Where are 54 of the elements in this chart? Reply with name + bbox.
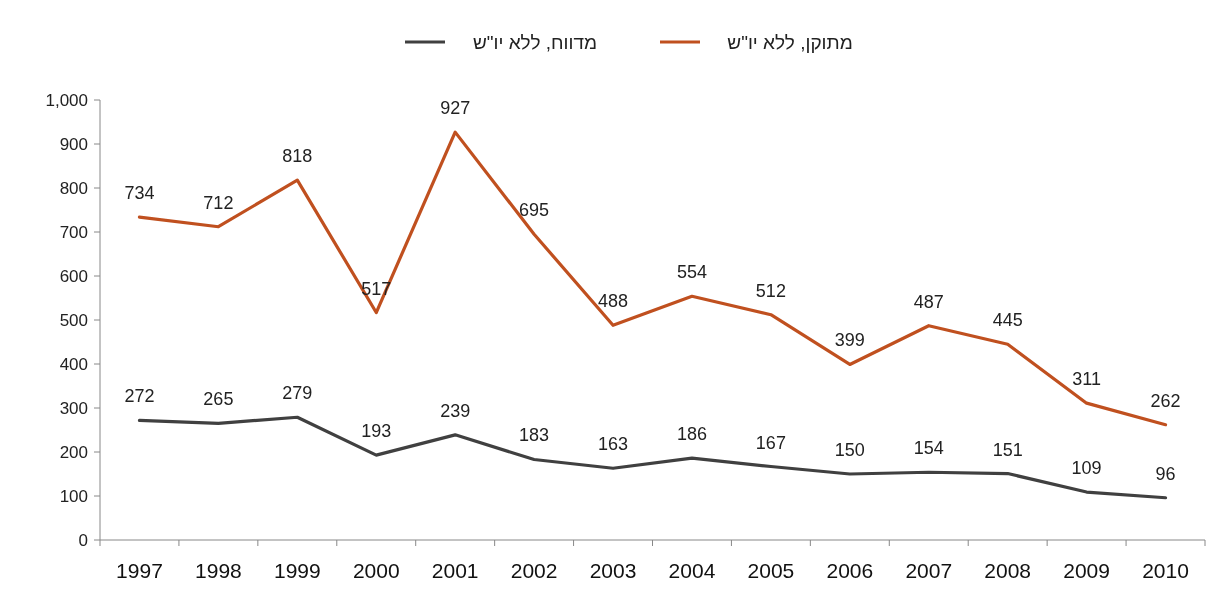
- y-tick-label: 500: [59, 311, 88, 330]
- data-label: 265: [203, 389, 234, 410]
- x-tick-label: 2005: [747, 559, 795, 582]
- data-label: 262: [1150, 390, 1181, 411]
- x-tick-label: 2002: [510, 559, 558, 582]
- data-label: 734: [124, 183, 155, 204]
- data-label: 154: [913, 438, 944, 459]
- x-tick-label: 1997: [116, 559, 163, 582]
- x-tick-label: 1999: [273, 559, 321, 582]
- y-tick-label: 900: [59, 135, 88, 154]
- data-label: 193: [361, 421, 392, 442]
- data-label: 512: [755, 280, 786, 301]
- data-label: 445: [992, 310, 1023, 331]
- data-label: 150: [834, 440, 865, 460]
- x-tick-label: 2004: [668, 559, 716, 582]
- data-label: 311: [1072, 369, 1101, 390]
- data-label: 183: [519, 425, 550, 446]
- y-tick-label: 100: [59, 487, 88, 506]
- x-tick-label: 2008: [984, 559, 1032, 582]
- y-tick-label: 200: [59, 443, 88, 462]
- x-tick-label: 2003: [589, 559, 637, 582]
- data-label: 151: [992, 439, 1023, 460]
- data-label: 818: [282, 146, 313, 167]
- x-tick-label: 1998: [195, 559, 242, 582]
- data-label: 96: [1155, 463, 1176, 484]
- data-label: 487: [913, 291, 944, 312]
- x-tick-label: 2010: [1142, 559, 1189, 582]
- x-tick-label: 2000: [352, 559, 400, 582]
- legend-label: מדווח, ללא יו"ש: [472, 32, 598, 53]
- y-tick-label: 800: [59, 179, 88, 198]
- data-label: 399: [834, 330, 865, 351]
- data-label: 488: [598, 291, 629, 312]
- data-label: 163: [598, 434, 629, 455]
- y-tick-label: 400: [59, 355, 88, 374]
- y-tick-label: 1,000: [45, 91, 88, 110]
- data-label: 239: [440, 400, 471, 421]
- data-label: 167: [755, 432, 786, 453]
- data-label: 712: [203, 192, 234, 213]
- data-label: 109: [1071, 458, 1102, 479]
- data-label: 695: [519, 200, 550, 221]
- legend-label: מתוקן, ללא יו"ש: [727, 32, 853, 53]
- x-tick-label: 2007: [905, 559, 953, 582]
- data-label: 554: [676, 262, 707, 283]
- x-tick-label: 2006: [826, 559, 874, 582]
- y-tick-label: 700: [59, 223, 88, 242]
- x-tick-label: 2009: [1063, 559, 1110, 582]
- y-tick-label: 600: [59, 267, 88, 286]
- data-label: 272: [124, 386, 155, 407]
- x-tick-label: 2001: [431, 559, 479, 582]
- data-label: 927: [440, 98, 471, 119]
- y-tick-label: 300: [59, 399, 88, 418]
- data-label: 186: [676, 424, 707, 445]
- y-tick-label: 0: [78, 531, 88, 550]
- data-label: 279: [282, 383, 313, 404]
